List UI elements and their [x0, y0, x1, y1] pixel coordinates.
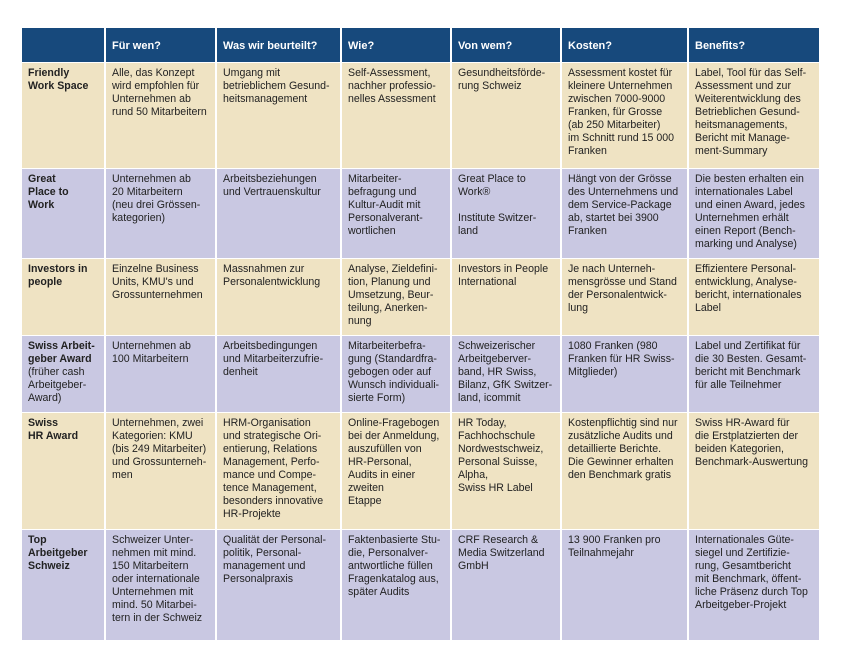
- cell-fuer-wen: Unternehmen ab 20 Mitarbeitern (neu drei…: [104, 168, 216, 259]
- award-note: (früher cash Arbeitgeber- Award): [28, 366, 87, 404]
- table-row: Investors in people Einzelne Business Uni…: [22, 258, 819, 336]
- header-cell-was-beurteilt: Was wir beurteilt?: [215, 28, 341, 63]
- cell-benefits: Label und Zertifikat für die 30 Besten. …: [687, 335, 819, 413]
- header-cell-wie: Wie?: [340, 28, 451, 63]
- header-cell-empty: [22, 28, 105, 63]
- cell-was-beurteilt: Massnahmen zur Personalentwicklung: [215, 258, 341, 336]
- cell-fuer-wen: Unternehmen, zwei Kategorien: KMU (bis 2…: [104, 412, 216, 530]
- cell-benefits: Effizientere Personal- entwicklung, Anal…: [687, 258, 819, 336]
- header-cell-fuer-wen: Für wen?: [104, 28, 216, 63]
- cell-kosten: 1080 Franken (980 Franken für HR Swiss- …: [560, 335, 688, 413]
- row-header-cell: Top Arbeitgeber Schweiz: [22, 529, 105, 640]
- row-header-cell: Friendly Work Space: [22, 62, 105, 169]
- row-header-cell: Great Place to Work: [22, 168, 105, 259]
- award-name: Investors in people: [28, 263, 88, 288]
- row-header-cell: Swiss HR Award: [22, 412, 105, 530]
- cell-benefits: Die besten erhalten ein internationales …: [687, 168, 819, 259]
- cell-von-wem: HR Today, Fachhochschule Nordwestschweiz…: [450, 412, 561, 530]
- cell-was-beurteilt: Qualität der Personal- politik, Personal…: [215, 529, 341, 640]
- table-body: Friendly Work Space Alle, das Konzept wir…: [22, 62, 819, 640]
- cell-kosten: Kostenpflichtig sind nur zusätzliche Aud…: [560, 412, 688, 530]
- cell-von-wem: Schweizerischer Arbeitgeberver- band, HR…: [450, 335, 561, 413]
- award-name: Swiss Arbeit- geber Award: [28, 340, 95, 365]
- award-name: Friendly Work Space: [28, 67, 89, 92]
- cell-kosten: Je nach Unterneh- mensgrösse und Stand d…: [560, 258, 688, 336]
- cell-wie: Online-Fragebogen bei der Anmeldung, aus…: [340, 412, 451, 530]
- header-row: Für wen? Was wir beurteilt? Wie? Von wem…: [22, 28, 819, 63]
- table-row: Great Place to Work Unternehmen ab 20 Mit…: [22, 168, 819, 259]
- cell-benefits: Label, Tool für das Self- Assessment und…: [687, 62, 819, 169]
- cell-benefits: Internationales Güte- siegel und Zertifi…: [687, 529, 819, 640]
- table-row: Friendly Work Space Alle, das Konzept wir…: [22, 62, 819, 169]
- cell-kosten: Hängt von der Grösse des Unternehmens un…: [560, 168, 688, 259]
- table-row: Swiss HR Award Unternehmen, zwei Kategori…: [22, 412, 819, 530]
- award-name: Top Arbeitgeber Schweiz: [28, 534, 88, 572]
- cell-wie: Mitarbeiterbefra- gung (Standardfra- geb…: [340, 335, 451, 413]
- award-name: Swiss HR Award: [28, 417, 79, 442]
- cell-von-wem: Gesundheitsförde- rung Schweiz: [450, 62, 561, 169]
- award-comparison-table: Für wen? Was wir beurteilt? Wie? Von wem…: [22, 28, 819, 640]
- cell-von-wem: Great Place to Work® Institute Switzer- …: [450, 168, 561, 259]
- row-header-cell: Swiss Arbeit- geber Award (früher cash A…: [22, 335, 105, 413]
- table-row: Top Arbeitgeber Schweiz Schweizer Unter- …: [22, 529, 819, 640]
- cell-fuer-wen: Alle, das Konzept wird empfohlen für Unt…: [104, 62, 216, 169]
- cell-was-beurteilt: Arbeitsbeziehungen und Vertrauenskultur: [215, 168, 341, 259]
- header-cell-kosten: Kosten?: [560, 28, 688, 63]
- cell-was-beurteilt: HRM-Organisation und strategische Ori- e…: [215, 412, 341, 530]
- cell-wie: Faktenbasierte Stu- die, Personalver- an…: [340, 529, 451, 640]
- cell-kosten: Assessment kostet für kleinere Unternehm…: [560, 62, 688, 169]
- cell-was-beurteilt: Arbeitsbedingungen und Mitarbeiterzufrie…: [215, 335, 341, 413]
- table-row: Swiss Arbeit- geber Award (früher cash A…: [22, 335, 819, 413]
- cell-von-wem: Investors in People International: [450, 258, 561, 336]
- header-cell-von-wem: Von wem?: [450, 28, 561, 63]
- cell-wie: Analyse, Zieldefini- tion, Planung und U…: [340, 258, 451, 336]
- award-name: Great Place to Work: [28, 173, 69, 211]
- row-header-cell: Investors in people: [22, 258, 105, 336]
- header-cell-benefits: Benefits?: [687, 28, 819, 63]
- cell-kosten: 13 900 Franken pro Teilnahmejahr: [560, 529, 688, 640]
- cell-fuer-wen: Einzelne Business Units, KMU's und Gross…: [104, 258, 216, 336]
- cell-fuer-wen: Schweizer Unter- nehmen mit mind. 150 Mi…: [104, 529, 216, 640]
- cell-von-wem: CRF Research & Media Switzerland GmbH: [450, 529, 561, 640]
- cell-fuer-wen: Unternehmen ab 100 Mitarbeitern: [104, 335, 216, 413]
- cell-wie: Self-Assessment, nachher professio- nell…: [340, 62, 451, 169]
- cell-wie: Mitarbeiter- befragung und Kultur-Audit …: [340, 168, 451, 259]
- cell-was-beurteilt: Umgang mit betrieblichem Gesund- heitsma…: [215, 62, 341, 169]
- cell-benefits: Swiss HR-Award für die Erstplatzierten d…: [687, 412, 819, 530]
